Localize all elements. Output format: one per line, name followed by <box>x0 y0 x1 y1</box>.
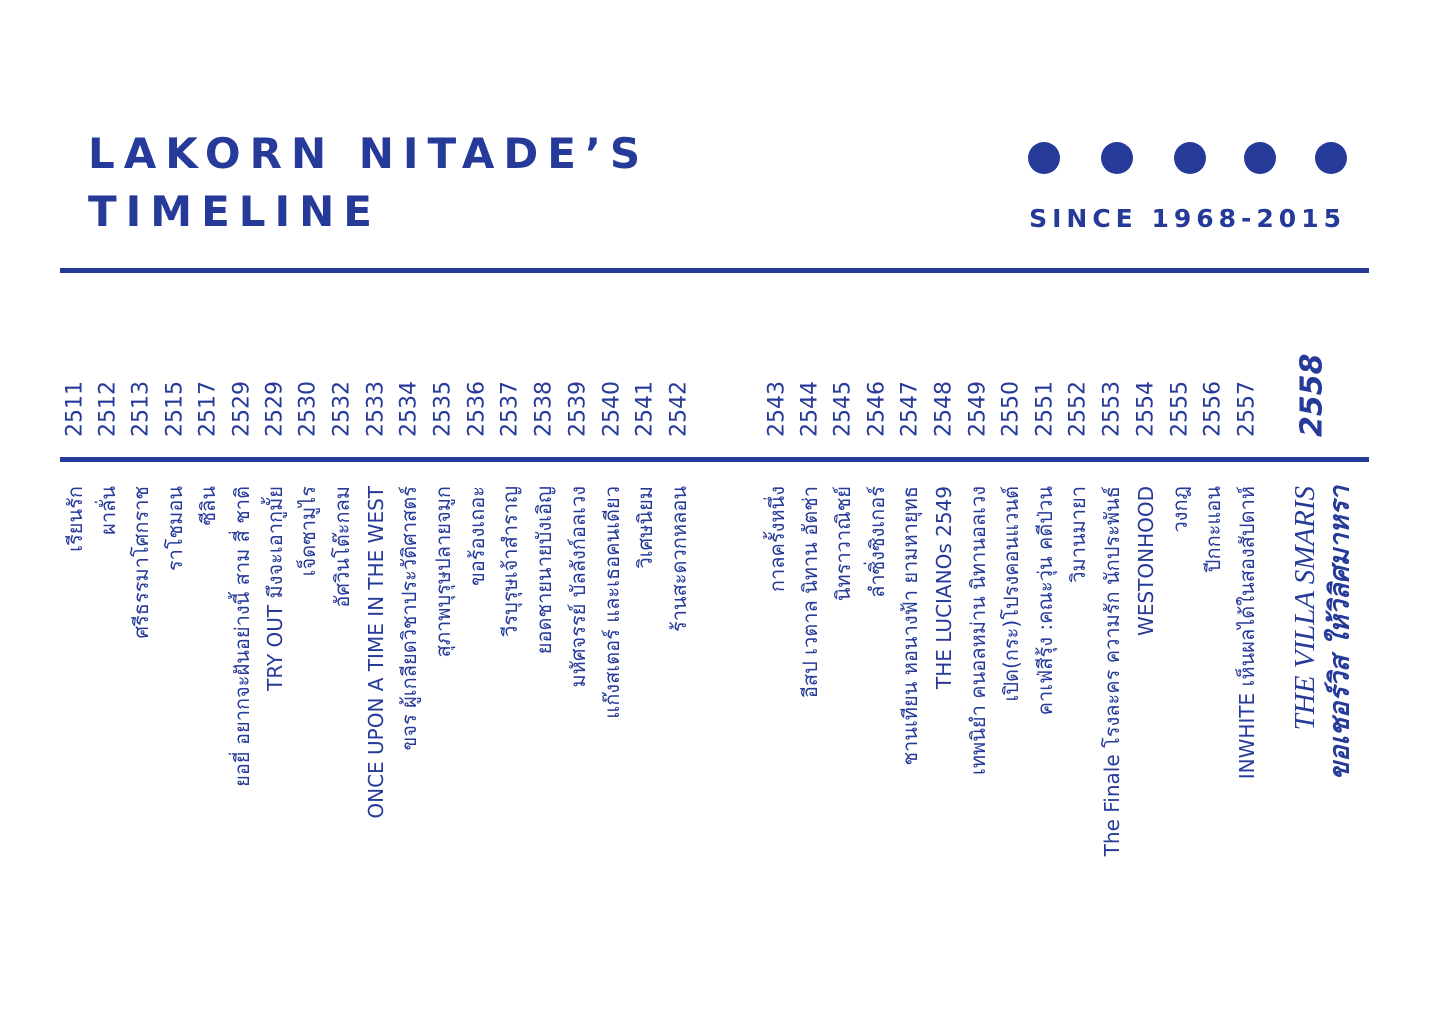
year: 2552 <box>1066 381 1091 437</box>
show-title: ลำซิ่งซิงเกอร์ <box>863 486 889 598</box>
year: 2547 <box>898 381 923 437</box>
year: 2529 <box>263 381 288 437</box>
year: 2558 <box>1295 354 1330 438</box>
year: 2515 <box>163 381 188 437</box>
show-title: วิเศษนิยม <box>633 486 657 569</box>
year: 2541 <box>633 381 658 437</box>
year: 2551 <box>1033 381 1058 437</box>
show-title: อัศวินโต๊ะกลม <box>330 486 354 608</box>
year: 2534 <box>397 381 422 437</box>
rule <box>60 268 1369 273</box>
show-title: ปีกกะแอน <box>1201 486 1225 573</box>
show-title: มหัศจรรย์ บัลลังก์อลเวง <box>566 486 590 688</box>
year: 2549 <box>966 381 991 437</box>
show-title: แก๊งสเตอร์ และเธอคนเดียว <box>600 486 624 719</box>
show-title: THE VILLA SMARIS <box>1289 486 1321 731</box>
year: 2511 <box>63 381 88 437</box>
show-title: วิมานมายา <box>1066 486 1090 583</box>
year: 2555 <box>1168 381 1193 437</box>
show-title: ขอเชอร์วิส ให้วิลิศมาหรา <box>1324 484 1356 780</box>
show-title: นิทราวาณิชย์ <box>831 486 855 601</box>
year: 2535 <box>431 381 456 437</box>
show-title: ร้านสะดวกหลอน <box>667 486 691 632</box>
year: 2557 <box>1235 381 1260 437</box>
year: 2543 <box>765 381 790 437</box>
show-title: เจ็ดซามูไร <box>295 486 321 577</box>
show-title: เปิด(กระ)โปรงคอนแวนต์ <box>999 486 1023 702</box>
year: 2554 <box>1134 381 1159 437</box>
year: 2556 <box>1201 381 1226 437</box>
year: 2517 <box>196 381 221 437</box>
show-title: สุภาพบุรุษปลายจมูก <box>431 486 456 657</box>
year: 2539 <box>566 381 591 437</box>
show-title: WESTONHOOD <box>1134 486 1158 636</box>
show-title: กาลครั้งหนึ่ง <box>763 486 789 592</box>
show-title: ยอดชายนายบังเอิญ <box>532 486 556 654</box>
dots <box>1028 142 1347 174</box>
show-title: TRY OUT มึงจะเอากูมั้ย <box>261 486 288 692</box>
year: 2545 <box>831 381 856 437</box>
year: 2530 <box>296 381 321 437</box>
show-title: ชานเทียน หอนางฟ้า ยามหายุทธ <box>898 486 923 766</box>
show-title: ราโชมอน <box>163 486 187 571</box>
show-title: เทพนิยำ คนอลหม่าน นิทานอลเวง <box>966 486 990 775</box>
year: 2513 <box>129 381 154 437</box>
year: 2544 <box>798 381 823 437</box>
year: 2536 <box>465 381 490 437</box>
year: 2532 <box>330 381 355 437</box>
show-title: THE LUCIANOs 2549 <box>932 486 956 690</box>
show-title: คาเฟ่สีรุ้ง :คณะวุ่น คดีป่วน <box>1033 486 1058 716</box>
show-title: เรียนรัก <box>63 486 87 552</box>
show-title: ยอยี่ อยากจะฝันอย่างนี้ สาม สี่ ชาติ <box>228 486 254 787</box>
show-title: วีรบุรุษเจ้าสำราญ <box>498 486 523 637</box>
title: TIMELINE <box>88 187 381 236</box>
year: 2546 <box>865 381 890 437</box>
show-title: The Finale โรงละคร ความรัก นักประพันธ์ <box>1100 486 1124 857</box>
show-title: ผาลั่น <box>94 486 120 535</box>
year: 2538 <box>532 381 557 437</box>
show-title: ซีลิน <box>196 486 220 526</box>
year: 2512 <box>96 381 121 437</box>
year: 2548 <box>932 381 957 437</box>
show-title: อีสป เวตาล นิทาน อัตช่า <box>798 486 822 698</box>
year: 2529 <box>230 381 255 437</box>
show-title: ขจร ผู้เกลียดวิชาประวัติศาสตร์ <box>397 486 422 751</box>
rule <box>60 457 1369 462</box>
year: 2533 <box>364 381 389 437</box>
year: 2550 <box>999 381 1024 437</box>
show-title: วงกฎ <box>1168 486 1192 533</box>
year: 2542 <box>667 381 692 437</box>
show-title: INWHITE เห็นผลได้ในสองสัปดาห์ <box>1234 486 1259 779</box>
year: 2537 <box>498 381 523 437</box>
show-title: ONCE UPON A TIME IN THE WEST <box>364 485 388 818</box>
year: 2540 <box>600 381 625 437</box>
title: LAKORN NITADE’S <box>88 129 649 178</box>
show-title: ศรีธรรมาโศกราช <box>129 486 153 639</box>
year: 2553 <box>1100 381 1125 437</box>
show-title: ขอร้องเถอะ <box>465 486 489 586</box>
since: SINCE 1968-2015 <box>1029 204 1346 233</box>
